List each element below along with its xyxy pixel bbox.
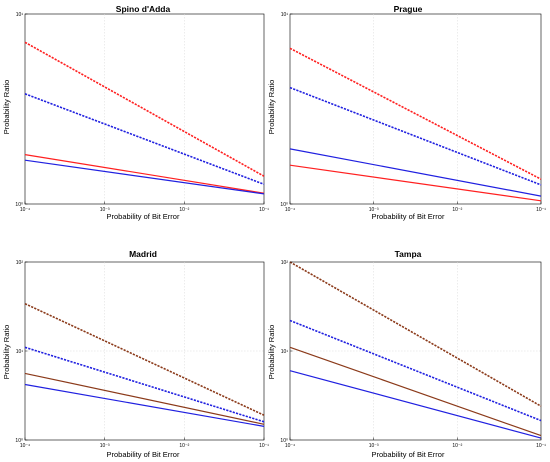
y-tick-label: 10⁰	[280, 438, 288, 444]
x-tick-label: 10⁻²	[179, 207, 189, 213]
y-tick-label: 10²	[281, 260, 289, 266]
series-line-3-solid	[289, 346, 542, 437]
x-tick-label: 10⁻³	[369, 207, 379, 213]
y-tick-label: 10¹	[281, 12, 289, 18]
chart-title: Spino d'Adda	[116, 4, 171, 14]
chart-title: Madrid	[129, 249, 157, 259]
x-tick-label: 10⁻¹	[536, 443, 546, 449]
x-tick-label: 10⁻²	[452, 443, 462, 449]
x-tick-label: 10⁻²	[179, 443, 189, 449]
series-line-2-dashed	[289, 319, 542, 422]
x-axis-label: Probability of Bit Error	[372, 212, 445, 221]
series-line-1-dashed	[289, 47, 542, 180]
chart-title: Prague	[394, 4, 423, 14]
series-line-3-solid	[289, 148, 542, 197]
y-tick-label: 10²	[16, 260, 24, 266]
y-tick-label: 10¹	[281, 349, 289, 355]
series-line-2-dashed	[289, 86, 542, 186]
subplot-tampa: Tampa Probability of Bit Error Probabili…	[267, 249, 546, 459]
plot-area	[289, 261, 542, 441]
subplot-madrid: Madrid Probability of Bit Error Probabil…	[2, 249, 269, 459]
y-tick-label: 10¹	[16, 12, 24, 18]
x-tick-label: 10⁻³	[100, 207, 110, 213]
series-line-2-dashed	[24, 93, 265, 186]
x-tick-label: 10⁻¹	[536, 207, 546, 213]
x-tick-label: 10⁻⁴	[285, 207, 295, 213]
x-tick-label: 10⁻³	[100, 443, 110, 449]
y-axis-label: Probability Ratio	[267, 80, 276, 135]
series-line-3-solid	[24, 372, 265, 425]
plot-area	[24, 261, 265, 441]
series-line-4-solid	[24, 383, 265, 427]
series-line-3-solid	[24, 154, 265, 194]
x-tick-label: 10⁻⁴	[20, 443, 30, 449]
series-line-4-solid	[289, 164, 542, 202]
subplot-prague: Prague Probability of Bit Error Probabil…	[267, 4, 546, 221]
x-tick-label: 10⁻³	[369, 443, 379, 449]
x-tick-label: 10⁻²	[452, 207, 462, 213]
series-line-2-dashed	[24, 346, 265, 423]
x-tick-label: 10⁻⁴	[285, 443, 295, 449]
series-line-4-solid	[289, 370, 542, 439]
y-axis-label: Probability Ratio	[267, 325, 276, 380]
y-tick-label: 10⁰	[280, 202, 288, 208]
y-tick-label: 10¹	[16, 349, 24, 355]
subplot-spino-d-adda: Spino d'Adda Probability of Bit Error Pr…	[2, 4, 269, 221]
x-tick-label: 10⁻¹	[259, 443, 269, 449]
x-tick-label: 10⁻¹	[259, 207, 269, 213]
series-line-1-dashed	[24, 41, 265, 177]
y-axis-label: Probability Ratio	[2, 325, 11, 380]
x-axis-label: Probability of Bit Error	[372, 450, 445, 459]
series-line-4-solid	[24, 159, 265, 195]
y-axis-label: Probability Ratio	[2, 80, 11, 135]
x-tick-label: 10⁻⁴	[20, 207, 30, 213]
series-line-1-dashed	[24, 302, 265, 416]
y-tick-label: 10⁰	[15, 438, 23, 444]
x-axis-label: Probability of Bit Error	[107, 450, 180, 459]
chart-title: Tampa	[395, 249, 422, 259]
plot-area	[289, 13, 542, 205]
y-tick-label: 10⁰	[15, 202, 23, 208]
series-line-1-dashed	[289, 261, 542, 407]
x-axis-label: Probability of Bit Error	[107, 212, 180, 221]
